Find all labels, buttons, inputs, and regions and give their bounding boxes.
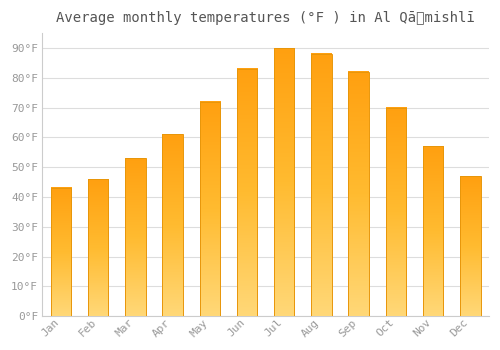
Bar bbox=[274, 48, 294, 316]
Bar bbox=[88, 179, 108, 316]
Bar bbox=[88, 179, 108, 316]
Bar bbox=[386, 108, 406, 316]
Bar bbox=[386, 108, 406, 316]
Title: Average monthly temperatures (°F ) in Al Qāʺmishlī: Average monthly temperatures (°F ) in Al… bbox=[56, 11, 475, 25]
Bar bbox=[348, 72, 369, 316]
Bar bbox=[125, 158, 146, 316]
Bar bbox=[162, 134, 183, 316]
Bar bbox=[162, 134, 183, 316]
Bar bbox=[200, 102, 220, 316]
Bar bbox=[311, 54, 332, 316]
Bar bbox=[236, 69, 257, 316]
Bar bbox=[460, 176, 480, 316]
Bar bbox=[50, 188, 71, 316]
Bar bbox=[348, 72, 369, 316]
Bar bbox=[236, 69, 257, 316]
Bar bbox=[311, 54, 332, 316]
Bar bbox=[460, 176, 480, 316]
Bar bbox=[274, 48, 294, 316]
Bar bbox=[125, 158, 146, 316]
Bar bbox=[50, 188, 71, 316]
Bar bbox=[423, 146, 444, 316]
Bar bbox=[423, 146, 444, 316]
Bar bbox=[200, 102, 220, 316]
